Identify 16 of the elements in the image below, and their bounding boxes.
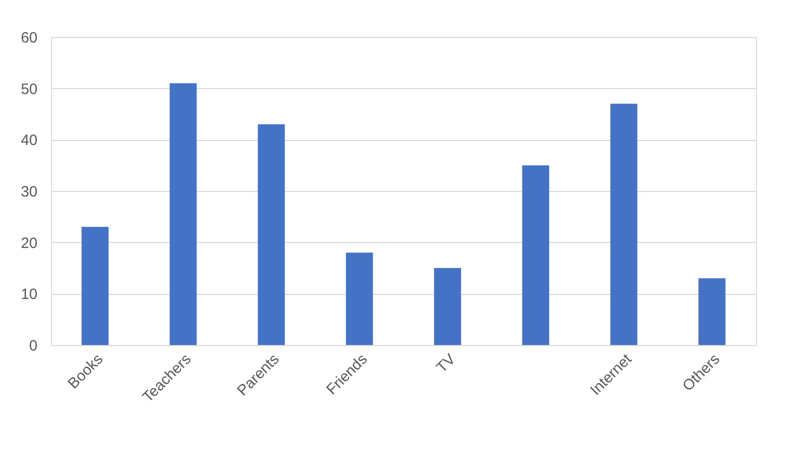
y-tick-label: 40 [20, 132, 38, 150]
y-tick-label: 10 [20, 286, 38, 304]
bar [346, 252, 373, 345]
bar [698, 278, 726, 345]
y-tick-label: 60 [20, 30, 38, 46]
bar [522, 165, 550, 345]
x-tick-label: TV [433, 350, 459, 376]
y-tick-label: 50 [20, 80, 38, 98]
y-tick-label: 0 [29, 338, 38, 354]
bar [610, 104, 638, 345]
bar [82, 226, 109, 345]
y-tick-label: 30 [20, 184, 38, 200]
bar [434, 268, 462, 345]
y-tick-label: 20 [20, 234, 38, 252]
bar [170, 83, 197, 345]
bar [258, 124, 285, 345]
